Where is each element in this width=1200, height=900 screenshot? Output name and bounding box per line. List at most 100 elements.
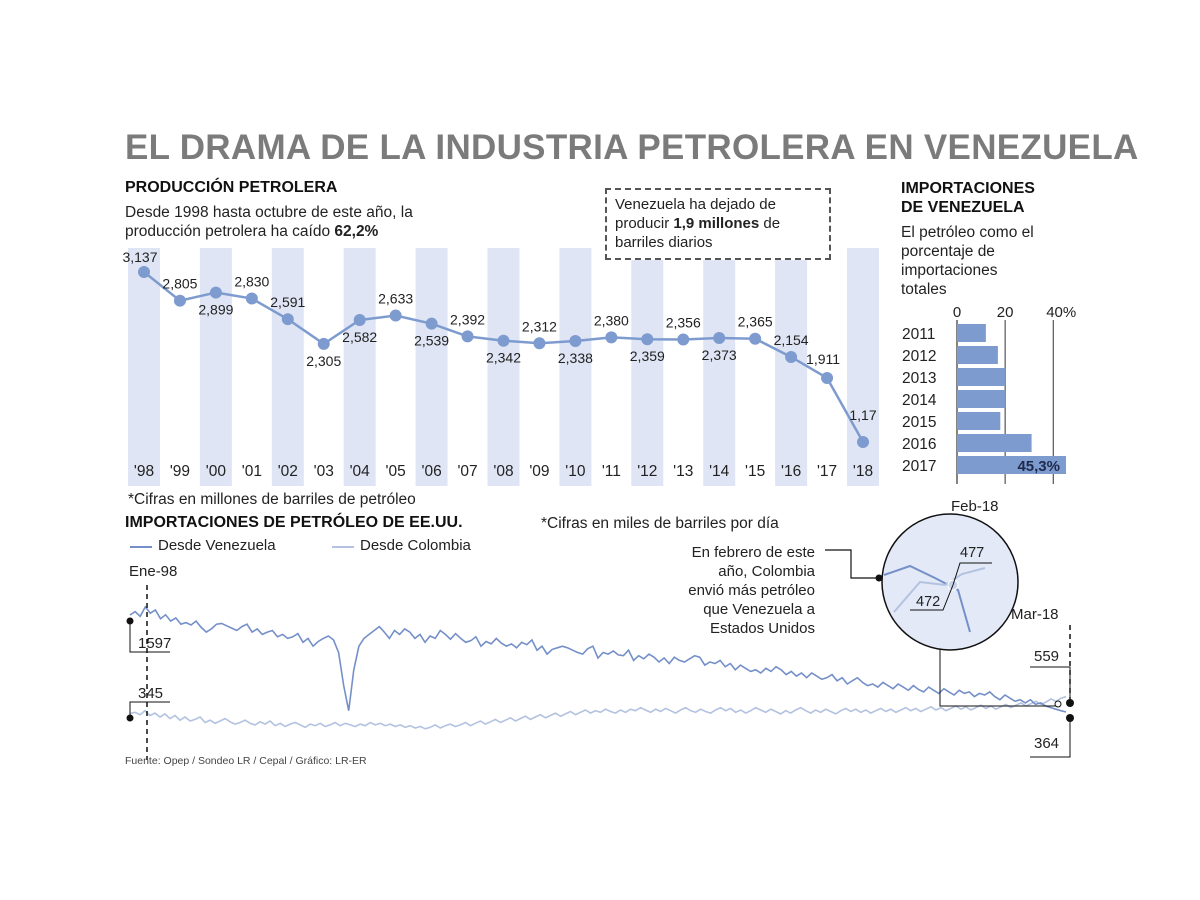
year-tick-label: '02 — [278, 463, 298, 480]
imports-desc-line2: porcentaje de — [901, 243, 995, 260]
colombia-start-leader — [129, 701, 170, 718]
production-footnote: *Cifras en millones de barriles de petró… — [128, 491, 416, 508]
production-value-label: 2,582 — [342, 329, 377, 345]
year-tick-label: '99 — [170, 463, 190, 480]
note-line2-suffix: de — [759, 215, 781, 232]
production-value-label: 2,154 — [774, 332, 809, 348]
year-tick-label: '09 — [529, 463, 549, 480]
imports-bar — [957, 434, 1032, 452]
production-point — [245, 292, 258, 305]
imports-year-label: 2015 — [902, 414, 936, 431]
zoom-note-leader — [825, 549, 880, 579]
year-band — [343, 248, 376, 486]
production-point — [138, 266, 150, 278]
colombia-end-value: 559 — [1034, 648, 1059, 665]
end-date-label: Mar-18 — [1011, 606, 1059, 623]
legend-colombia-swatch — [332, 546, 354, 548]
year-tick-label: '11 — [602, 463, 621, 480]
production-point — [857, 436, 869, 448]
note-line1: Venezuela ha dejado de — [615, 196, 776, 213]
year-tick-label: '03 — [314, 463, 334, 480]
year-tick-label: '12 — [637, 463, 657, 480]
zoom-note-line3: envió más petróleo — [688, 582, 815, 599]
production-point — [173, 294, 186, 307]
colombia-start-value: 345 — [138, 685, 163, 702]
production-value-label: 2,633 — [378, 291, 413, 307]
zoom-value-2: 472 — [916, 594, 940, 610]
year-tick-label: '13 — [673, 463, 693, 480]
imports-desc-line4: totales — [901, 281, 947, 298]
start-date-label: Ene-98 — [129, 563, 178, 580]
production-point — [641, 333, 654, 346]
production-value-label: 2,365 — [738, 314, 773, 330]
zoom-note-dot — [875, 574, 883, 582]
colombia-series-line — [129, 695, 1067, 730]
zoom-date-label: Feb-18 — [951, 498, 999, 515]
imports-year-label: 2013 — [902, 370, 936, 387]
usa-heading: IMPORTACIONES DE PETRÓLEO DE EE.UU. — [125, 514, 463, 531]
year-band — [703, 248, 736, 486]
production-value-label: 2,380 — [594, 312, 629, 328]
imports-bar — [957, 346, 998, 364]
production-point — [353, 313, 366, 326]
production-point — [749, 332, 762, 345]
production-heading: PRODUCCIÓN PETROLERA — [125, 179, 338, 196]
legend-venezuela-label: Desde Venezuela — [158, 537, 276, 554]
imports-heading-line1: IMPORTACIONES — [901, 180, 1035, 197]
production-value-label: 3,137 — [122, 249, 157, 265]
imports-bar — [957, 456, 1066, 474]
zoom-note-line4: que Venezuela a — [703, 601, 815, 618]
note-line2-prefix: producir — [615, 215, 674, 232]
year-tick-label: '05 — [386, 463, 406, 480]
year-tick-label: '00 — [206, 463, 227, 480]
imports-bar-value-label: 45,3% — [1017, 458, 1060, 475]
year-tick-label: '07 — [457, 463, 477, 480]
year-tick-label: '10 — [565, 463, 586, 480]
production-note-box: Venezuela ha dejado de producir 1,9 mill… — [605, 188, 831, 260]
zoom-venezuela-line — [883, 564, 971, 633]
production-desc-text: producción petrolera ha caído — [125, 223, 335, 240]
imports-year-label: 2017 — [902, 458, 936, 475]
production-point — [425, 317, 438, 330]
production-point — [713, 332, 726, 345]
imports-x-tick-label: 0 — [953, 304, 961, 321]
imports-x-tick-label: 20 — [997, 304, 1014, 321]
year-tick-label: '04 — [350, 463, 371, 480]
year-tick-label: '08 — [493, 463, 513, 480]
production-point — [281, 313, 294, 326]
production-point — [461, 330, 474, 343]
note-line2: producir 1,9 millones de — [615, 214, 821, 233]
year-band — [487, 248, 520, 486]
production-value-label: 2,342 — [486, 350, 521, 366]
production-point — [821, 371, 834, 384]
production-value-label: 2,392 — [450, 311, 485, 327]
production-value-label: 2,312 — [522, 318, 557, 334]
imports-desc-line3: importaciones — [901, 262, 998, 279]
usa-units-note: *Cifras en miles de barriles por día — [541, 515, 779, 532]
imports-year-label: 2012 — [902, 348, 936, 365]
production-value-label: 2,359 — [630, 348, 665, 364]
imports-year-label: 2011 — [902, 326, 935, 343]
zoom-value-1: 477 — [960, 545, 984, 561]
year-band — [775, 248, 808, 486]
colombia-end-leader — [1030, 666, 1071, 703]
legend-venezuela-swatch — [130, 546, 152, 548]
zoom-note-line1: En febrero de este — [691, 544, 815, 561]
production-value-label: 2,338 — [558, 350, 593, 366]
production-point — [533, 337, 546, 350]
production-point — [605, 331, 618, 344]
year-tick-label: '01 — [242, 463, 262, 480]
zoom-note-line5: Estados Unidos — [709, 620, 815, 637]
imports-bar — [957, 412, 1001, 430]
main-title: EL DRAMA DE LA INDUSTRIA PETROLERA EN VE… — [125, 128, 1139, 167]
year-tick-label: '06 — [421, 463, 441, 480]
feb18-marker — [1054, 700, 1062, 708]
production-point — [317, 337, 330, 350]
imports-year-label: 2014 — [902, 392, 937, 409]
venezuela-end-leader — [1030, 718, 1071, 758]
year-tick-label: '18 — [853, 463, 873, 480]
venezuela-start-leader — [129, 621, 170, 653]
production-value-label: 1,911 — [806, 351, 840, 367]
production-value-label: 2,591 — [270, 294, 305, 310]
year-band — [128, 248, 160, 486]
